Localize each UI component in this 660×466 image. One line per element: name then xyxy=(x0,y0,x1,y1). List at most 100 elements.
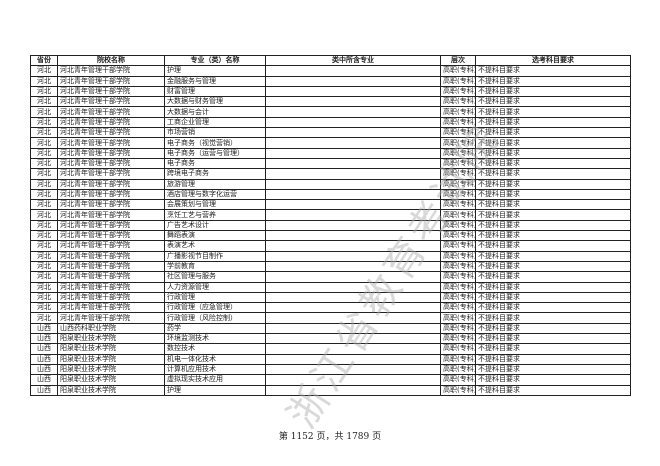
table-cell: 阳泉职业技术学院 xyxy=(57,374,165,386)
table-cell: 河北青年管理干部学院 xyxy=(57,178,165,190)
table-cell xyxy=(265,65,441,77)
table-cell: 河北 xyxy=(30,219,58,232)
table-cell xyxy=(265,209,441,221)
table-row: 河北 河北青年管理干部学院 跨境电子商务 高职(专科) 不提科目要求 xyxy=(30,168,631,180)
table-cell xyxy=(265,240,441,252)
table-cell: 河北青年管理干部学院 xyxy=(57,209,165,221)
table-cell: 不提科目要求 xyxy=(475,230,631,242)
table-cell xyxy=(265,271,441,283)
table-cell: 不提科目要求 xyxy=(475,363,631,376)
admission-table: 省份 院校名称 专业（类）名称 类中所含专业 层次 选考科目要求 河北 河北青年管理干部学院… xyxy=(30,54,631,396)
column-header: 类中所含专业 xyxy=(265,54,441,67)
table-cell: 山西 xyxy=(30,353,58,365)
table-cell: 高职(专科) xyxy=(440,343,476,355)
table-cell: 河北 xyxy=(30,85,58,98)
table-cell: 河北 xyxy=(30,65,58,77)
table-cell: 山西 xyxy=(30,343,58,355)
table-cell: 河北青年管理干部学院 xyxy=(57,219,165,232)
table-row: 河北 河北青年管理干部学院 行政管理（风险控制） 高职(专科) 不提科目要求 xyxy=(30,312,631,324)
table-cell: 河北 xyxy=(30,147,58,159)
table-row: 河北 河北青年管理干部学院 广播影视节目制作 高职(专科) 不提科目要求 xyxy=(30,250,631,262)
table-cell: 广告艺术设计 xyxy=(164,219,266,232)
table-cell: 河北 xyxy=(30,240,58,252)
table-cell: 高职(专科) xyxy=(440,260,476,273)
table-cell: 行政管理（应急管理） xyxy=(164,302,266,314)
table-cell: 虚拟现实技术应用 xyxy=(164,374,266,386)
table-cell: 旅游管理 xyxy=(164,178,266,190)
table-cell: 高职(专科) xyxy=(440,127,476,139)
table-cell: 河北 xyxy=(30,127,58,139)
table-cell: 高职(专科) xyxy=(440,240,476,252)
table-cell: 河北青年管理干部学院 xyxy=(57,137,165,149)
table-header: 省份 院校名称 专业（类）名称 类中所含专业 层次 选考科目要求 xyxy=(30,54,631,67)
table-cell xyxy=(265,147,441,159)
table-cell: 河北青年管理干部学院 xyxy=(57,250,165,262)
table-row: 河北 河北青年管理干部学院 社区管理与服务 高职(专科) 不提科目要求 xyxy=(30,271,631,283)
table-cell: 阳泉职业技术学院 xyxy=(57,384,165,396)
table-cell xyxy=(265,291,441,304)
column-header: 省份 xyxy=(30,54,58,67)
table-cell: 工商企业管理 xyxy=(164,116,266,129)
table-cell: 河北 xyxy=(30,168,58,180)
column-header: 选考科目要求 xyxy=(475,54,631,67)
table-cell xyxy=(265,333,441,345)
table-cell: 高职(专科) xyxy=(440,302,476,314)
column-header: 专业（类）名称 xyxy=(164,54,266,67)
table-cell xyxy=(265,353,441,365)
table-cell: 行政管理 xyxy=(164,291,266,304)
table-cell: 不提科目要求 xyxy=(475,260,631,273)
table-row: 河北 河北青年管理干部学院 广告艺术设计 高职(专科) 不提科目要求 xyxy=(30,219,631,232)
table-cell: 河北青年管理干部学院 xyxy=(57,65,165,77)
table-cell: 不提科目要求 xyxy=(475,353,631,365)
table-row: 河北 河北青年管理干部学院 旅游管理 高职(专科) 不提科目要求 xyxy=(30,178,631,190)
table-cell: 河北青年管理干部学院 xyxy=(57,260,165,273)
table-cell: 河北青年管理干部学院 xyxy=(57,199,165,211)
table-cell: 高职(专科) xyxy=(440,209,476,221)
table-cell: 环境监测技术 xyxy=(164,333,266,345)
table-cell: 不提科目要求 xyxy=(475,374,631,386)
table-cell xyxy=(265,219,441,232)
table-cell: 不提科目要求 xyxy=(475,85,631,98)
table-cell: 高职(专科) xyxy=(440,363,476,376)
table-cell: 电子商务 xyxy=(164,157,266,170)
table-cell: 河北 xyxy=(30,96,58,108)
table-cell xyxy=(265,230,441,242)
table-cell: 财富管理 xyxy=(164,85,266,98)
table-cell xyxy=(265,260,441,273)
table-cell: 广播影视节目制作 xyxy=(164,250,266,262)
table-cell: 河北青年管理干部学院 xyxy=(57,312,165,324)
table-cell: 河北青年管理干部学院 xyxy=(57,240,165,252)
table-cell: 药学 xyxy=(164,322,266,335)
table-cell: 市场营销 xyxy=(164,127,266,139)
table-cell: 河北 xyxy=(30,106,58,118)
table-cell: 金融服务与管理 xyxy=(164,75,266,87)
table-row: 河北 河北青年管理干部学院 学前教育 高职(专科) 不提科目要求 xyxy=(30,260,631,273)
table-cell: 河北青年管理干部学院 xyxy=(57,75,165,87)
table-cell: 电子商务（视觉营销） xyxy=(164,137,266,149)
table-cell: 不提科目要求 xyxy=(475,312,631,324)
table-cell: 不提科目要求 xyxy=(475,188,631,201)
table-cell: 山西 xyxy=(30,333,58,345)
table-cell: 大数据与财务管理 xyxy=(164,96,266,108)
table-cell: 河北青年管理干部学院 xyxy=(57,188,165,201)
table-cell: 不提科目要求 xyxy=(475,137,631,149)
table-cell: 不提科目要求 xyxy=(475,209,631,221)
table-cell: 酒店管理与数字化运营 xyxy=(164,188,266,201)
table-cell: 不提科目要求 xyxy=(475,75,631,87)
table-cell: 不提科目要求 xyxy=(475,65,631,77)
table-cell: 表演艺术 xyxy=(164,240,266,252)
table-cell: 高职(专科) xyxy=(440,281,476,293)
table-cell: 大数据与会计 xyxy=(164,106,266,118)
table-cell: 阳泉职业技术学院 xyxy=(57,343,165,355)
table-cell: 高职(专科) xyxy=(440,291,476,304)
table-cell: 数控技术 xyxy=(164,343,266,355)
table-cell: 不提科目要求 xyxy=(475,384,631,396)
table-cell: 河北 xyxy=(30,250,58,262)
table-row: 河北 河北青年管理干部学院 行政管理 高职(专科) 不提科目要求 xyxy=(30,291,631,304)
table-row: 河北 河北青年管理干部学院 护理 高职(专科) 不提科目要求 xyxy=(30,65,631,77)
table-cell: 会展策划与管理 xyxy=(164,199,266,211)
table-row: 河北 河北青年管理干部学院 大数据与财务管理 高职(专科) 不提科目要求 xyxy=(30,96,631,108)
table-cell: 机电一体化技术 xyxy=(164,353,266,365)
table-cell xyxy=(265,384,441,396)
table-cell: 河北青年管理干部学院 xyxy=(57,230,165,242)
